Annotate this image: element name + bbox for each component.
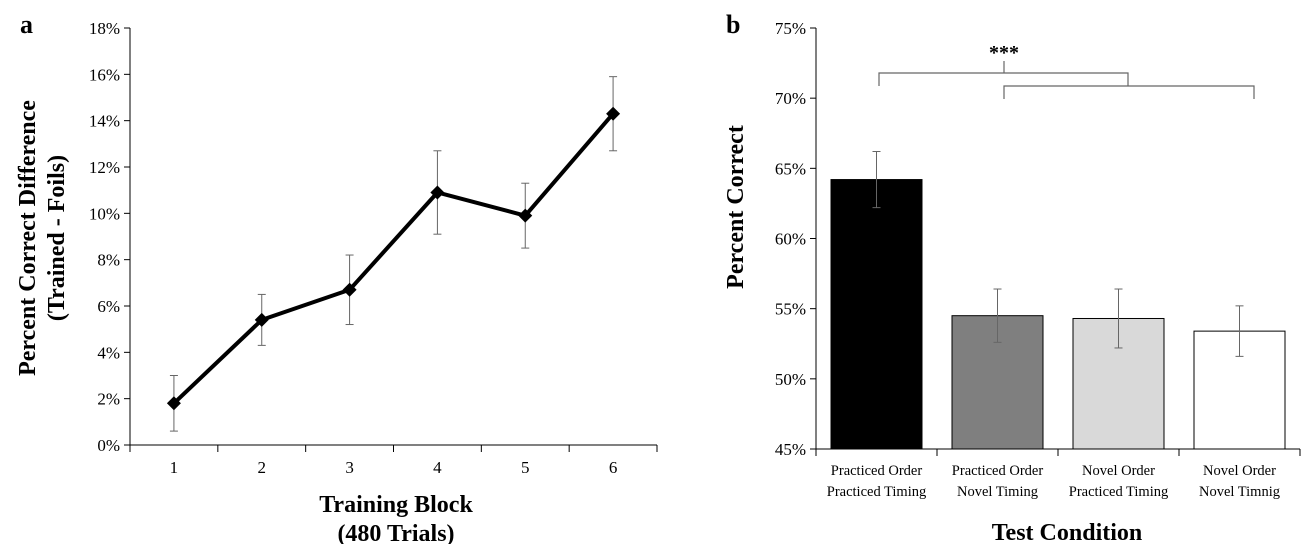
chart-b-y-ticks: 45% 50% 55% 60% 65% 70% 75%: [775, 19, 816, 459]
chart-a-x-tick-label: 1: [170, 458, 179, 477]
chart-a-y-tick-label: 4%: [97, 343, 120, 362]
chart-a-series: [172, 112, 615, 405]
chart-a-y-ticks: 0% 2% 4% 6% 8% 10% 12% 14% 16% 18%: [89, 19, 130, 455]
chart-a-point: [254, 312, 269, 327]
chart-a-x-tick-label: 4: [433, 458, 442, 477]
significance-bracket: ***: [878, 42, 1255, 99]
chart-b-y-tick-label: 70%: [775, 89, 806, 108]
chart-b-x-tick-label: Novel Timnig: [1199, 484, 1280, 500]
chart-a-series-line: [172, 112, 615, 405]
bracket-lower: [1003, 85, 1255, 99]
chart-b-x-tick-label: Novel Timing: [957, 484, 1038, 500]
chart-b-x-tick-label: Practiced Timing: [1069, 484, 1169, 500]
chart-a-points: [166, 106, 621, 411]
chart-a-y-tick-label: 8%: [97, 251, 120, 270]
chart-a-point: [166, 396, 181, 411]
chart-a-xlabel-line2: (480 Trials): [337, 521, 454, 544]
chart-b-x-tick-label: Practiced Timing: [827, 484, 927, 500]
chart-a-x-tick-label: 3: [345, 458, 354, 477]
chart-a-point: [606, 106, 621, 121]
chart-b-ylabel: Percent Correct: [723, 125, 749, 289]
chart-b-x-ticks: Practiced Order Practiced Timing Practiced…: [815, 449, 1301, 500]
chart-a-error-bars: [169, 76, 618, 432]
bracket-upper: [878, 72, 1129, 86]
chart-a-x-tick-label: 2: [258, 458, 267, 477]
chart-a-point: [430, 185, 445, 200]
chart-b-error-bar: [1235, 305, 1244, 357]
chart-b-y-tick-label: 65%: [775, 159, 806, 178]
chart-a-y-tick-label: 0%: [97, 436, 120, 455]
chart-b-x-tick-label: Practiced Order: [952, 463, 1044, 479]
chart-a-y-tick-label: 14%: [89, 112, 120, 131]
chart-b-y-tick-label: 75%: [775, 19, 806, 38]
chart-b: b 45%50%55%60%65%70%75% Practiced OrderP…: [723, 10, 1301, 544]
chart-b-error-bar: [1114, 288, 1123, 349]
chart-a-point: [342, 282, 357, 297]
chart-a-y-tick-label: 16%: [89, 65, 120, 84]
chart-a-y-tick-label: 12%: [89, 158, 120, 177]
chart-b-y-tick-label: 45%: [775, 440, 806, 459]
chart-a-x-tick-label: 6: [609, 458, 618, 477]
chart-b-bar: [830, 179, 923, 450]
chart-b-y-tick-label: 60%: [775, 230, 806, 249]
significance-annotation: ***: [989, 42, 1019, 64]
chart-a-ylabel-line2: (Trained - Foils): [44, 155, 70, 321]
chart-a-ylabel-line1: Percent Correct Difference: [15, 100, 41, 376]
chart-a-xlabel-line1: Training Block: [319, 492, 473, 518]
chart-b-error-bar: [993, 288, 1002, 343]
chart-b-x-tick-label: Practiced Order: [831, 463, 923, 479]
chart-b-xlabel: Test Condition: [992, 520, 1143, 544]
chart-b-error-bar: [872, 150, 881, 209]
chart-a-y-tick-label: 6%: [97, 297, 120, 316]
chart-a-x-ticks: 1 2 3 4 5 6: [129, 445, 658, 477]
chart-a-point: [518, 208, 533, 223]
panel-label-b: b: [726, 10, 740, 39]
chart-b-error-bars: [872, 150, 1244, 357]
chart-a-axes: [129, 28, 657, 446]
chart-a-y-tick-label: 10%: [89, 204, 120, 223]
chart-b-bars: [830, 179, 1286, 450]
chart-b-y-tick-label: 50%: [775, 370, 806, 389]
panel-label-a: a: [20, 10, 33, 39]
chart-b-x-tick-label: Novel Order: [1203, 463, 1276, 479]
chart-a-y-tick-label: 2%: [97, 390, 120, 409]
chart-a-x-tick-label: 5: [521, 458, 530, 477]
chart-a: a 0% 2% 4% 6% 8% 10% 12% 14% 16% 18% 1 2 3 4 5 6 Train…: [15, 10, 658, 544]
chart-b-y-tick-label: 55%: [775, 300, 806, 319]
chart-b-x-tick-label: Novel Order: [1082, 463, 1155, 479]
chart-a-y-tick-label: 18%: [89, 19, 120, 38]
